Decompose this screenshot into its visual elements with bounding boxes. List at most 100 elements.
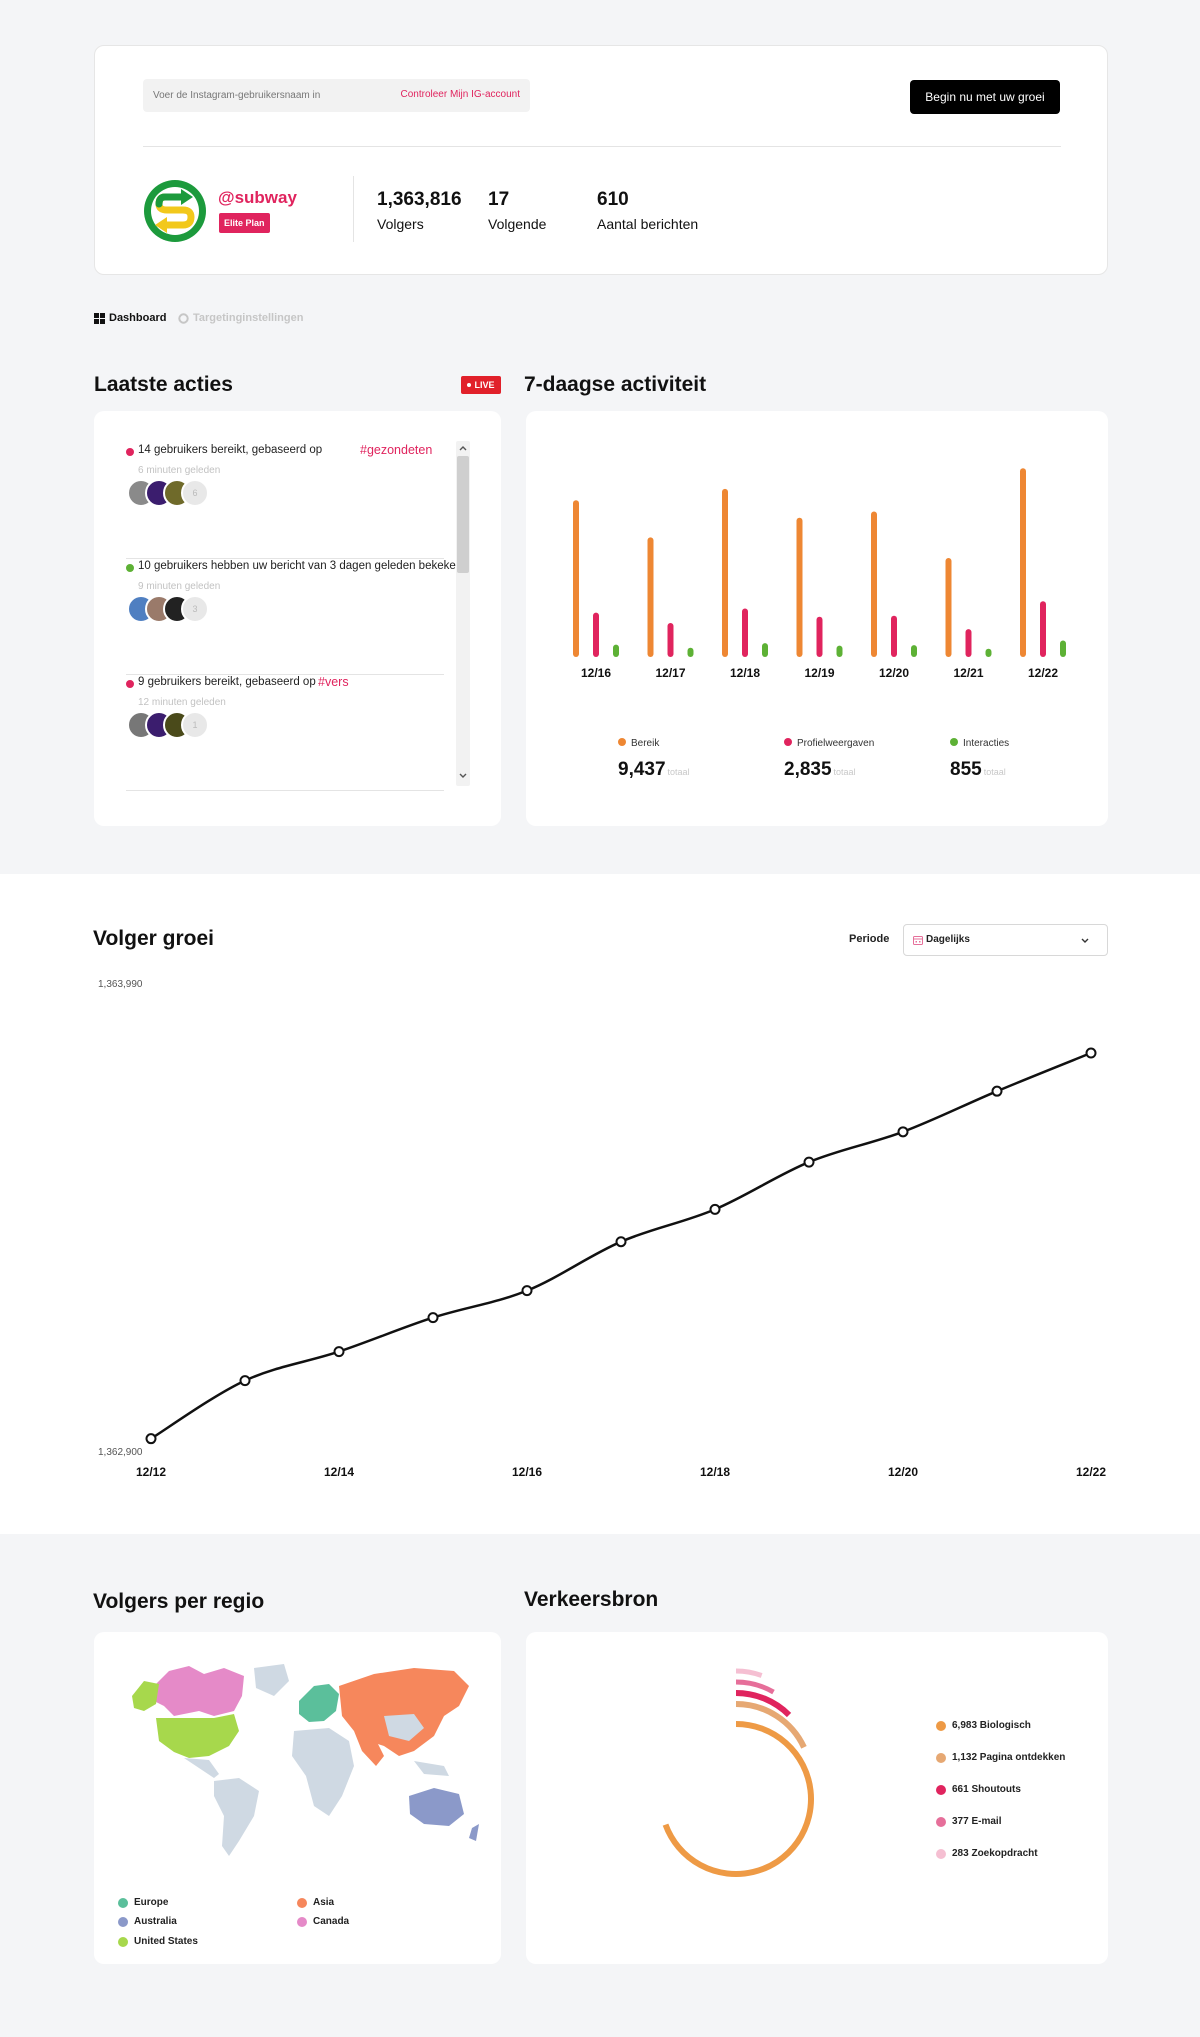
arc-e-mail: [735, 1679, 775, 1695]
status-dot-icon: [126, 448, 134, 456]
legend-dot-icon: [936, 1816, 946, 1827]
scroll-down-icon[interactable]: [458, 772, 468, 780]
scroll-up-icon[interactable]: [458, 444, 468, 452]
username-input[interactable]: [153, 79, 383, 112]
recent-actions-title: Laatste acties: [94, 373, 233, 396]
data-point[interactable]: [521, 1285, 533, 1297]
legend-dot-icon: [618, 738, 626, 746]
total-value: 9,437: [618, 759, 666, 780]
bar-bereik: [796, 517, 803, 657]
legend-dot-icon: [297, 1916, 307, 1927]
action-item: 9 gebruikers bereikt, gebaseerd op #vers…: [126, 675, 444, 791]
action-item: 14 gebruikers bereikt, gebaseerd op #gez…: [126, 443, 444, 559]
data-point[interactable]: [897, 1126, 909, 1138]
bar-profielweergaven: [891, 615, 897, 657]
more-users-count[interactable]: 3: [181, 595, 209, 623]
action-item: 10 gebruikers hebben uw bericht van 3 da…: [126, 559, 462, 675]
start-growth-button[interactable]: Begin nu met uw groei: [910, 80, 1060, 114]
legend-pagina-ontdekken: 1,132 Pagina ontdekken: [936, 1752, 1065, 1763]
stat-value: 17: [488, 189, 510, 210]
data-point[interactable]: [239, 1375, 251, 1387]
bar-bereik: [722, 488, 728, 657]
activity-title: 7-daagse activiteit: [524, 373, 707, 396]
arc-zoekopdracht: [735, 1668, 763, 1678]
legend-dot-icon: [936, 1720, 946, 1731]
region-alaska: [132, 1681, 159, 1711]
bar-profielweergaven: [742, 608, 748, 657]
traffic-card: 6,983 Biologisch 1,132 Pagina ontdekken …: [526, 1632, 1108, 1964]
follower-growth-section: 1,363,990 1,362,900 12/12 12/14 12/16 12/18 12…: [0, 874, 1200, 1534]
period-value: Dagelijks: [926, 934, 970, 945]
data-point[interactable]: [145, 1433, 157, 1445]
legend-dot-icon: [297, 1897, 307, 1908]
period-select[interactable]: Dagelijks: [903, 924, 1108, 956]
data-point[interactable]: [427, 1312, 439, 1324]
bar-bereik: [945, 557, 952, 657]
tab-label: Targetinginstellingen: [193, 312, 304, 324]
data-point[interactable]: [991, 1085, 1003, 1097]
region-australia: [409, 1788, 464, 1826]
legend-dot-icon: [950, 738, 958, 746]
region-new-zealand: [469, 1824, 479, 1841]
legend-e-mail: 377 E-mail: [936, 1816, 1001, 1827]
grid-icon: [94, 312, 105, 324]
x-tick-label: 12/19: [804, 666, 834, 680]
x-tick-label: 12/12: [136, 1465, 166, 1479]
total-value: 2,835: [784, 759, 832, 780]
x-tick-label: 12/17: [655, 666, 685, 680]
hashtag-link[interactable]: #vers: [318, 675, 349, 689]
action-text: 9 gebruikers bereikt, gebaseerd op: [138, 676, 316, 688]
activity-card: 12/16 12/17 12/18 12/19 12/20 12/21 12/22 Bere…: [526, 411, 1108, 826]
legend-united-states: United States: [118, 1936, 198, 1947]
legend-australia: Australia: [118, 1916, 177, 1927]
arc-pagina-ontdekken: [735, 1701, 807, 1749]
legend-dot-icon: [936, 1848, 946, 1859]
region-europe: [299, 1684, 339, 1722]
check-account-link[interactable]: Controleer Mijn IG-account: [400, 89, 521, 100]
bar-profielweergaven: [816, 616, 823, 657]
search-box: Controleer Mijn IG-account: [143, 79, 530, 112]
more-users-count[interactable]: 6: [181, 479, 209, 507]
bar-bereik: [647, 537, 654, 657]
x-tick-label: 12/22: [1028, 666, 1058, 680]
plan-badge: Elite Plan: [219, 213, 270, 233]
tab-targeting[interactable]: Targetinginstellingen: [178, 312, 303, 324]
data-point[interactable]: [615, 1236, 627, 1248]
data-point[interactable]: [1085, 1047, 1097, 1059]
stat-label: Aantal berichten: [597, 216, 699, 232]
legend-label: Canada: [313, 1916, 350, 1927]
region-united-states: [156, 1714, 239, 1758]
legend-label: Europe: [134, 1897, 169, 1908]
legend-label: Australia: [134, 1916, 177, 1927]
legend-asia: Asia: [297, 1897, 334, 1908]
x-tick-label: 12/16: [512, 1465, 542, 1479]
data-point[interactable]: [333, 1346, 345, 1358]
y-tick-label: 1,362,900: [98, 1447, 143, 1458]
bar-interacties: [836, 645, 843, 657]
scrollbar-thumb[interactable]: [457, 456, 469, 573]
traffic-title: Verkeersbron: [524, 1588, 659, 1611]
bar-interacties: [687, 647, 694, 657]
more-users-count[interactable]: 1: [181, 711, 209, 739]
x-tick-label: 12/20: [879, 666, 909, 680]
total-value: 855: [950, 759, 982, 780]
follower-growth-chart: 1,363,990 1,362,900 12/12 12/14 12/16 12/18 12…: [98, 979, 1106, 1479]
legend-shoutouts: 661 Shoutouts: [936, 1784, 1021, 1795]
stat-posts: 610 Aantal berichten: [597, 189, 698, 232]
action-time: 12 minuten geleden: [138, 697, 226, 708]
profile-card: Controleer Mijn IG-account Begin nu met …: [94, 45, 1108, 275]
data-point[interactable]: [709, 1203, 721, 1215]
data-point[interactable]: [803, 1156, 815, 1168]
follower-growth-title: Volger groei: [93, 927, 214, 950]
tab-dashboard[interactable]: Dashboard: [94, 312, 166, 324]
legend-label: 1,132 Pagina ontdekken: [952, 1752, 1066, 1763]
target-icon: [178, 312, 189, 324]
total-word: totaal: [833, 767, 856, 777]
divider-vertical: [353, 176, 354, 242]
action-text: 14 gebruikers bereikt, gebaseerd op: [138, 444, 323, 456]
region-asia: [339, 1668, 469, 1756]
hashtag-link[interactable]: #gezondeten: [360, 443, 433, 457]
stat-following: 17 Volgende: [488, 189, 546, 232]
legend-bereik: Bereik 9,437 totaal: [618, 733, 690, 781]
chevron-down-icon: [1081, 938, 1089, 943]
